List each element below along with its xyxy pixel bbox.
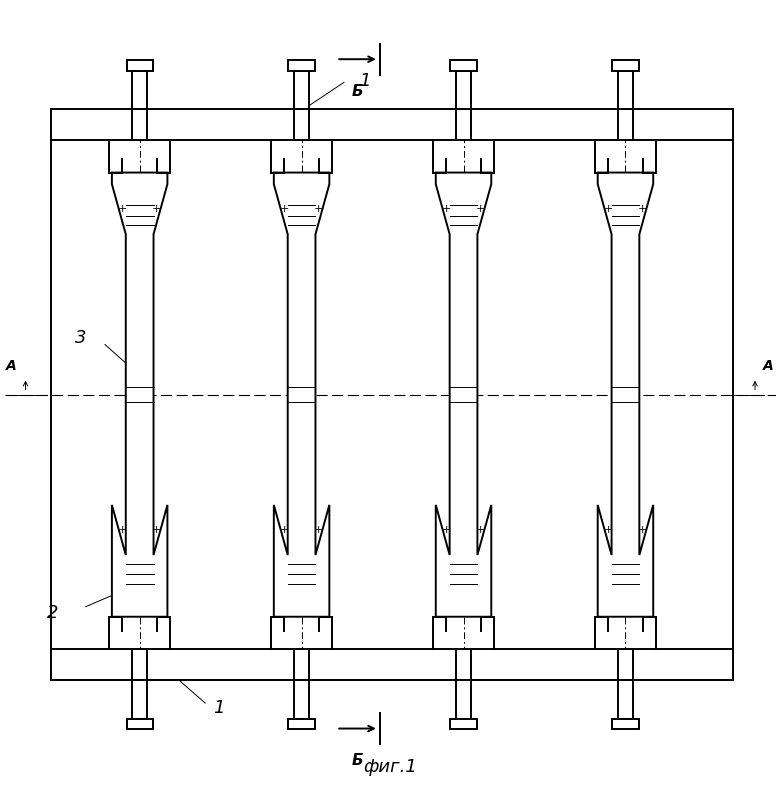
Text: Б: Б xyxy=(352,753,363,768)
Bar xyxy=(612,719,639,729)
Bar xyxy=(51,649,733,680)
Bar xyxy=(289,719,314,729)
Text: +: + xyxy=(152,525,161,535)
Bar xyxy=(612,60,639,71)
Bar xyxy=(294,71,310,109)
Text: +: + xyxy=(442,525,452,535)
Text: +: + xyxy=(442,204,452,214)
Text: +: + xyxy=(604,204,613,214)
Bar xyxy=(132,680,147,719)
Text: +: + xyxy=(118,204,127,214)
Bar xyxy=(450,719,477,729)
Polygon shape xyxy=(436,173,491,617)
Bar xyxy=(618,680,633,719)
Text: +: + xyxy=(280,525,289,535)
Polygon shape xyxy=(597,173,653,617)
Text: +: + xyxy=(280,204,289,214)
Bar xyxy=(294,680,310,719)
Text: +: + xyxy=(152,204,161,214)
Text: фиг.1: фиг.1 xyxy=(363,758,417,776)
Bar xyxy=(618,71,633,109)
Text: А: А xyxy=(763,359,774,373)
Polygon shape xyxy=(274,173,329,617)
Text: +: + xyxy=(118,525,127,535)
Polygon shape xyxy=(112,173,168,617)
Bar xyxy=(132,71,147,109)
Text: +: + xyxy=(314,525,323,535)
Text: +: + xyxy=(638,525,647,535)
Bar xyxy=(450,60,477,71)
Text: 2: 2 xyxy=(47,604,58,622)
Text: +: + xyxy=(314,204,323,214)
Text: +: + xyxy=(638,204,647,214)
Text: +: + xyxy=(476,525,485,535)
Text: 1: 1 xyxy=(213,700,225,717)
Text: 3: 3 xyxy=(75,329,86,347)
Bar xyxy=(289,60,314,71)
Text: Б: Б xyxy=(352,84,363,99)
Bar xyxy=(51,109,733,140)
Text: А: А xyxy=(5,359,16,373)
Text: +: + xyxy=(604,525,613,535)
Bar xyxy=(456,680,471,719)
Text: +: + xyxy=(476,204,485,214)
Bar xyxy=(456,71,471,109)
Bar xyxy=(126,719,153,729)
Bar xyxy=(126,60,153,71)
Text: 1: 1 xyxy=(360,72,371,90)
